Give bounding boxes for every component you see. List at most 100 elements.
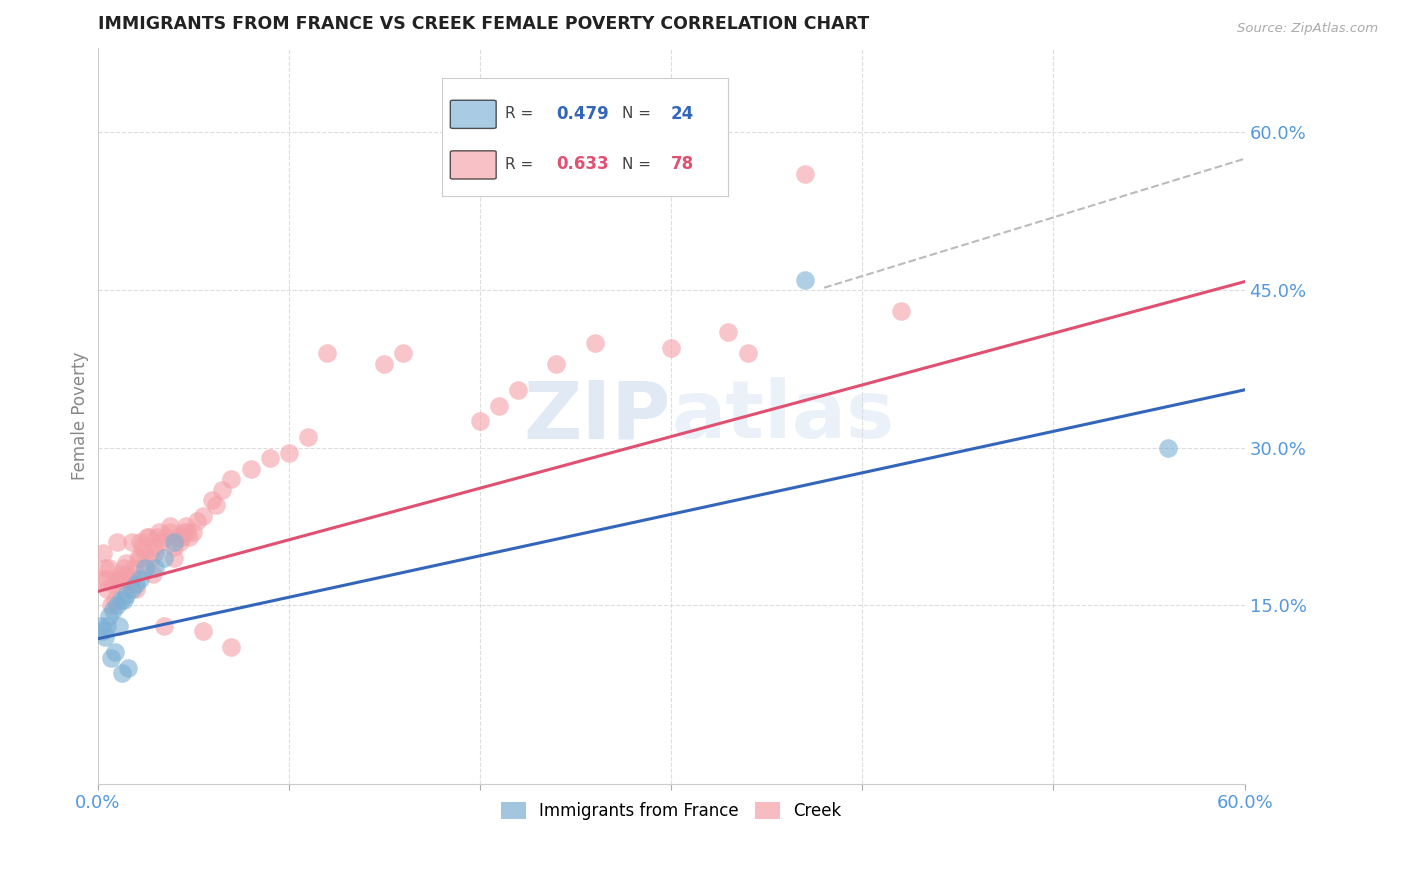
Point bbox=[134, 561, 156, 575]
Point bbox=[173, 524, 195, 539]
Point bbox=[277, 446, 299, 460]
Point bbox=[125, 582, 148, 597]
Point bbox=[186, 514, 208, 528]
Point bbox=[174, 519, 197, 533]
Point bbox=[117, 661, 139, 675]
Point bbox=[100, 598, 122, 612]
Point bbox=[221, 640, 243, 655]
Point bbox=[889, 304, 911, 318]
Point bbox=[110, 566, 132, 581]
Point bbox=[121, 535, 143, 549]
Point bbox=[111, 572, 134, 586]
Point bbox=[117, 566, 139, 581]
Point bbox=[148, 524, 170, 539]
Text: ZIP: ZIP bbox=[524, 377, 671, 455]
Point bbox=[96, 572, 118, 586]
Point bbox=[127, 550, 149, 565]
Point bbox=[107, 619, 129, 633]
Point bbox=[120, 577, 142, 591]
Point bbox=[143, 546, 166, 560]
Point bbox=[110, 593, 132, 607]
Point bbox=[201, 493, 224, 508]
Point bbox=[128, 535, 150, 549]
Point bbox=[143, 561, 166, 575]
Point bbox=[211, 483, 233, 497]
Point bbox=[98, 608, 121, 623]
Point bbox=[191, 508, 214, 523]
Point bbox=[128, 572, 150, 586]
Point bbox=[205, 499, 228, 513]
Text: Source: ZipAtlas.com: Source: ZipAtlas.com bbox=[1237, 22, 1378, 36]
Point bbox=[121, 572, 143, 586]
Point bbox=[104, 593, 127, 607]
Point bbox=[176, 524, 198, 539]
Point bbox=[96, 582, 118, 597]
Point bbox=[316, 346, 339, 360]
Point bbox=[134, 561, 156, 575]
Point bbox=[98, 561, 121, 575]
Point bbox=[125, 577, 148, 591]
Point bbox=[96, 619, 118, 633]
Point bbox=[546, 357, 568, 371]
Point bbox=[115, 572, 138, 586]
Point bbox=[122, 561, 145, 575]
Point bbox=[146, 530, 169, 544]
Point bbox=[134, 546, 156, 560]
Point bbox=[110, 577, 132, 591]
Point bbox=[94, 561, 117, 575]
Point bbox=[508, 383, 530, 397]
Point bbox=[138, 530, 160, 544]
Point bbox=[149, 535, 172, 549]
Y-axis label: Female Poverty: Female Poverty bbox=[72, 352, 89, 480]
Point bbox=[105, 572, 128, 586]
Point bbox=[104, 645, 127, 659]
Point bbox=[115, 556, 138, 570]
Text: IMMIGRANTS FROM FRANCE VS CREEK FEMALE POVERTY CORRELATION CHART: IMMIGRANTS FROM FRANCE VS CREEK FEMALE P… bbox=[97, 15, 869, 33]
Point bbox=[163, 535, 186, 549]
Point bbox=[468, 414, 491, 428]
Point bbox=[94, 630, 117, 644]
Point bbox=[392, 346, 415, 360]
Point bbox=[373, 357, 395, 371]
Point bbox=[121, 582, 143, 597]
Point bbox=[143, 541, 166, 555]
Point bbox=[717, 325, 740, 339]
Point bbox=[90, 619, 112, 633]
Point bbox=[91, 624, 114, 639]
Point bbox=[111, 666, 134, 681]
Point bbox=[139, 550, 162, 565]
Point bbox=[239, 461, 262, 475]
Point bbox=[488, 399, 510, 413]
Point bbox=[159, 524, 181, 539]
Point bbox=[259, 451, 281, 466]
Point bbox=[163, 550, 186, 565]
Point bbox=[128, 550, 150, 565]
Point bbox=[131, 541, 153, 555]
Point bbox=[107, 572, 129, 586]
Point bbox=[115, 588, 138, 602]
Point bbox=[1157, 441, 1180, 455]
Text: atlas: atlas bbox=[671, 377, 894, 455]
Point bbox=[142, 566, 165, 581]
Point bbox=[297, 430, 319, 444]
Point bbox=[170, 530, 193, 544]
Point bbox=[179, 530, 201, 544]
Point bbox=[159, 519, 181, 533]
Point bbox=[153, 550, 176, 565]
Point bbox=[105, 598, 128, 612]
Point bbox=[101, 603, 124, 617]
Point bbox=[163, 541, 186, 555]
Point bbox=[101, 577, 124, 591]
Point bbox=[90, 572, 112, 586]
Point bbox=[155, 530, 177, 544]
Point bbox=[583, 335, 606, 350]
Point bbox=[112, 561, 135, 575]
Point bbox=[191, 624, 214, 639]
Legend: Immigrants from France, Creek: Immigrants from France, Creek bbox=[494, 796, 848, 827]
Point bbox=[169, 535, 191, 549]
Point bbox=[167, 530, 190, 544]
Point bbox=[737, 346, 759, 360]
Point bbox=[221, 472, 243, 486]
Point bbox=[181, 524, 204, 539]
Point bbox=[794, 272, 817, 286]
